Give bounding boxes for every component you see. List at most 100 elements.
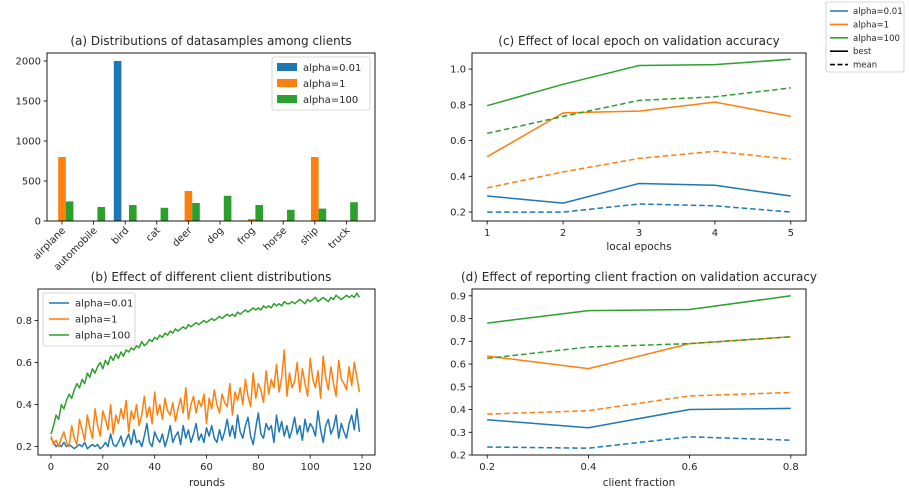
figure-legend-label-1: alpha=1 [853, 20, 889, 30]
bar-alpha-0-01-bird [113, 61, 122, 221]
bar-alpha-100-cat [160, 207, 169, 221]
x-tick-label: 0.8 [783, 462, 799, 473]
line-alpha-1-mean [487, 150, 791, 189]
bar-alpha-100-automobile [97, 207, 105, 221]
bar-alpha-100-horse [287, 209, 295, 221]
line-alpha-0-01 [50, 408, 361, 450]
panel-a-legend: alpha=0.01 alpha=1 alpha=100 [271, 56, 371, 111]
x-tick-label-deer: deer [171, 225, 196, 250]
panel-d-plot-area: 0.2 0.3 0.4 0.5 0.6 0.7 0.8 0.9 0.2 0.4 0.6 0.8 [450, 291, 799, 473]
panel-c: (c) Effect of local epoch on validation … [450, 34, 807, 253]
legend-swatch-0 [277, 63, 297, 71]
x-tick-label: 40 [148, 462, 161, 473]
panel-b-frame [37, 288, 376, 456]
legend-label-0: alpha=0.01 [75, 299, 133, 310]
x-tick-label: 0 [48, 462, 54, 473]
panel-d: (d) Effect of reporting client fraction … [450, 270, 817, 489]
figure-legend-label-0: alpha=0.01 [853, 7, 903, 17]
panel-a-frame [46, 52, 376, 222]
line-alpha-100-mean [487, 336, 791, 360]
x-tick-label: 4 [712, 228, 718, 239]
bar-alpha-1-frog [247, 219, 256, 221]
x-tick-label: 0.4 [580, 462, 596, 473]
panel-b-title: (b) Effect of different client distribut… [91, 270, 332, 284]
panel-d-title: (d) Effect of reporting client fraction … [461, 270, 817, 284]
y-tick-label: 0.6 [450, 136, 466, 147]
bar-alpha-100-truck [350, 202, 358, 221]
y-tick-label: 2000 [16, 57, 41, 68]
y-tick-label: 0.3 [450, 428, 466, 439]
x-tick-label: 3 [636, 228, 642, 239]
legend-label-0: alpha=0.01 [303, 63, 361, 74]
y-tick-label: 0.8 [450, 314, 466, 325]
y-tick-label: 0.5 [450, 382, 466, 393]
y-tick-label: 0.8 [16, 316, 32, 327]
figure-legend-box [825, 1, 905, 73]
y-tick-label: 0.7 [450, 337, 466, 348]
x-tick-label-truck: truck [327, 225, 353, 251]
x-tick-label: 1 [484, 228, 490, 239]
legend-label-1: alpha=1 [303, 79, 345, 90]
figure-legend-label-2: alpha=100 [853, 34, 900, 44]
legend-swatch-2 [277, 95, 297, 103]
line-alpha-100-mean [487, 87, 791, 135]
y-tick-label: 0.8 [450, 100, 466, 111]
legend-label-2: alpha=100 [75, 331, 130, 342]
figure-legend-label-3: best [853, 47, 872, 57]
x-tick-label: 2 [560, 228, 566, 239]
bar-alpha-100-ship [318, 208, 327, 221]
legend-label-2: alpha=100 [303, 95, 358, 106]
y-tick-label: 0.2 [450, 208, 466, 219]
bar-alpha-1-airplane [58, 157, 66, 221]
y-tick-label: 0.4 [450, 172, 466, 183]
y-tick-label: 0.6 [450, 360, 466, 371]
x-tick-label-frog: frog [236, 225, 258, 247]
x-tick-label: 20 [96, 462, 109, 473]
y-tick-label: 0.4 [16, 400, 32, 411]
line-alpha-0-01-best [487, 182, 791, 204]
x-tick-label: 0.6 [682, 462, 698, 473]
x-tick-label-bird: bird [110, 225, 132, 247]
bar-alpha-1-deer [184, 191, 193, 221]
y-tick-label: 0 [35, 217, 41, 228]
y-tick-label: 500 [22, 177, 41, 188]
bar-alpha-100-frog [255, 205, 263, 221]
x-tick-label: 80 [252, 462, 265, 473]
line-alpha-100-best [486, 58, 791, 107]
line-alpha-1-best [487, 336, 791, 370]
y-tick-label: 0.9 [450, 291, 466, 302]
x-tick-label-ship: ship [299, 225, 321, 247]
y-tick-label: 1000 [16, 137, 41, 148]
line-alpha-0-01-mean [487, 203, 791, 213]
y-tick-label: 0.2 [450, 451, 466, 462]
panel-a: (a) Distributions of datasamples among c… [16, 34, 376, 273]
panel-b-plot-area: 0.2 0.4 0.6 0.8 0 20 40 60 80 100 120 [16, 292, 372, 473]
x-tick-label: 60 [200, 462, 213, 473]
figure-legend: alpha=0.01 alpha=1 alpha=100 best mean [825, 1, 905, 73]
y-tick-label: 1500 [16, 97, 41, 108]
panel-d-frame [471, 288, 807, 456]
bar-alpha-100-bird [129, 205, 137, 221]
legend-box [42, 292, 136, 347]
line-alpha-1-mean [487, 391, 791, 415]
panel-c-title: (c) Effect of local epoch on validation … [498, 34, 779, 48]
panel-c-plot-area: 0.2 0.4 0.6 0.8 1.0 1 2 3 4 5 [450, 58, 794, 239]
line-alpha-100-best [487, 295, 791, 324]
line-alpha-0-01-best [487, 407, 791, 429]
x-tick-label-dog: dog [205, 225, 226, 246]
line-alpha-100 [50, 292, 361, 435]
x-tick-label: 100 [301, 462, 320, 473]
line-alpha-1-best [486, 101, 791, 158]
y-tick-label: 1.0 [450, 65, 466, 76]
y-tick-label: 0.4 [450, 405, 466, 416]
panel-c-frame [471, 52, 807, 222]
legend-swatch-1 [277, 79, 297, 87]
bar-alpha-100-dog [223, 195, 232, 221]
x-tick-label: 0.2 [479, 462, 495, 473]
legend-label-1: alpha=1 [75, 315, 117, 326]
line-alpha-0-01-mean [487, 436, 791, 449]
panel-b-legend: alpha=0.01 alpha=1 alpha=100 [42, 292, 136, 347]
figure-legend-label-4: mean [853, 61, 877, 71]
y-tick-label: 0.2 [16, 442, 32, 453]
